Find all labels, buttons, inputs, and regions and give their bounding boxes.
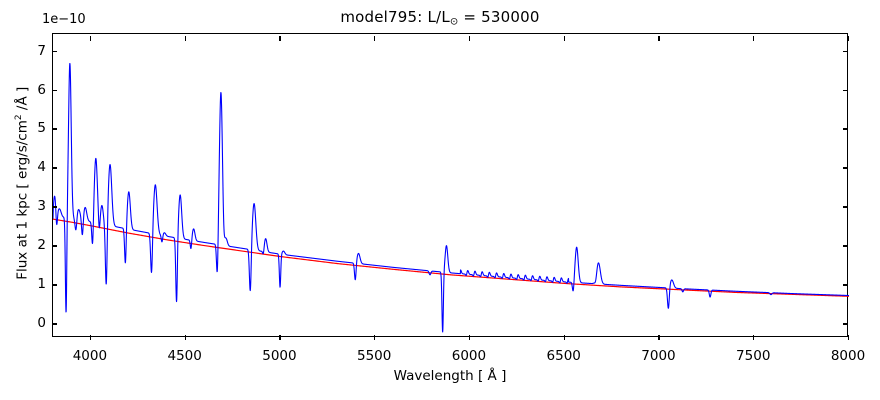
- y-tick-mark: [52, 128, 57, 130]
- y-tick-mark-right: [843, 89, 848, 91]
- y-tick-mark: [52, 284, 57, 286]
- ylabel-exponent: 2: [13, 114, 24, 121]
- x-tick-mark-top: [753, 36, 755, 41]
- ylabel-pre: Flux at 1 kpc [ erg/s/cm: [14, 120, 31, 280]
- y-tick-label: 7: [37, 42, 46, 59]
- x-tick-mark-top: [374, 36, 376, 41]
- y-tick-mark-right: [843, 323, 848, 325]
- x-tick-label: 7500: [736, 348, 771, 364]
- y-axis-offset-text: 1e−10: [42, 12, 86, 27]
- x-tick-label: 8000: [830, 348, 866, 364]
- y-axis-label: Flux at 1 kpc [ erg/s/cm2 /Å ]: [14, 23, 31, 343]
- title-subscript: ⊙: [449, 16, 459, 28]
- x-tick-mark: [753, 335, 755, 340]
- x-tick-mark: [848, 335, 850, 340]
- plot-title: model795: L/L⊙ = 530000: [0, 8, 880, 28]
- x-tick-mark: [658, 335, 660, 340]
- x-tick-mark-top: [279, 36, 281, 41]
- x-tick-mark-top: [848, 36, 850, 41]
- x-tick-mark: [563, 335, 565, 340]
- y-tick-label: 2: [37, 237, 46, 254]
- x-tick-mark: [89, 335, 92, 340]
- y-tick-mark: [52, 89, 57, 91]
- x-tick-mark-top: [658, 36, 660, 41]
- y-tick-label: 0: [37, 315, 46, 332]
- x-axis-tick-labels: 4000 4500 5000 5500 6000 6500 7000 7500 8000: [52, 36, 865, 364]
- y-tick-mark-right: [843, 206, 848, 208]
- title-suffix: = 530000: [458, 8, 540, 26]
- ylabel-post: /Å ]: [14, 86, 31, 115]
- plot-axes-frame: [52, 33, 849, 337]
- x-axis-label: Wavelength [ Å ]: [393, 368, 507, 384]
- x-tick-mark: [374, 335, 376, 340]
- y-tick-mark-right: [843, 284, 848, 286]
- y-tick-mark: [52, 167, 57, 169]
- spectrum-line: [53, 62, 849, 333]
- y-tick-mark: [52, 206, 57, 208]
- spectrum-plot-area: [53, 62, 849, 333]
- x-tick-label: 5000: [262, 348, 297, 364]
- x-tick-label: 4000: [72, 348, 108, 364]
- y-tick-label: 4: [37, 159, 46, 176]
- x-tick-label: 5500: [357, 348, 392, 364]
- x-tick-mark-top: [468, 36, 471, 41]
- y-axis-tick-labels: 0 1 2 3 4 5 6 7: [8, 33, 46, 337]
- x-tick-mark: [279, 335, 281, 340]
- continuum-line: [53, 218, 849, 297]
- x-tick-mark-top: [89, 36, 92, 41]
- y-tick-label: 3: [37, 198, 46, 215]
- x-tick-mark-top: [184, 36, 186, 41]
- y-tick-label: 6: [37, 81, 46, 98]
- x-tick-label: 6500: [546, 348, 581, 364]
- y-tick-mark-right: [843, 128, 848, 130]
- x-tick-label: 6000: [451, 348, 487, 364]
- y-tick-mark-right: [843, 50, 848, 52]
- x-tick-mark: [468, 335, 471, 340]
- x-tick-label: 7000: [641, 348, 676, 364]
- y-tick-mark: [52, 50, 57, 52]
- y-tick-mark-right: [843, 167, 848, 169]
- x-tick-label: 4500: [167, 348, 202, 364]
- x-tick-mark-top: [563, 36, 565, 41]
- y-tick-mark: [52, 323, 57, 325]
- y-tick-mark-right: [843, 245, 848, 247]
- y-tick-label: 5: [37, 120, 46, 137]
- y-tick-label: 1: [37, 276, 46, 293]
- title-prefix: model795: L/L: [340, 8, 450, 26]
- y-tick-mark: [52, 245, 57, 247]
- x-tick-mark: [184, 335, 186, 340]
